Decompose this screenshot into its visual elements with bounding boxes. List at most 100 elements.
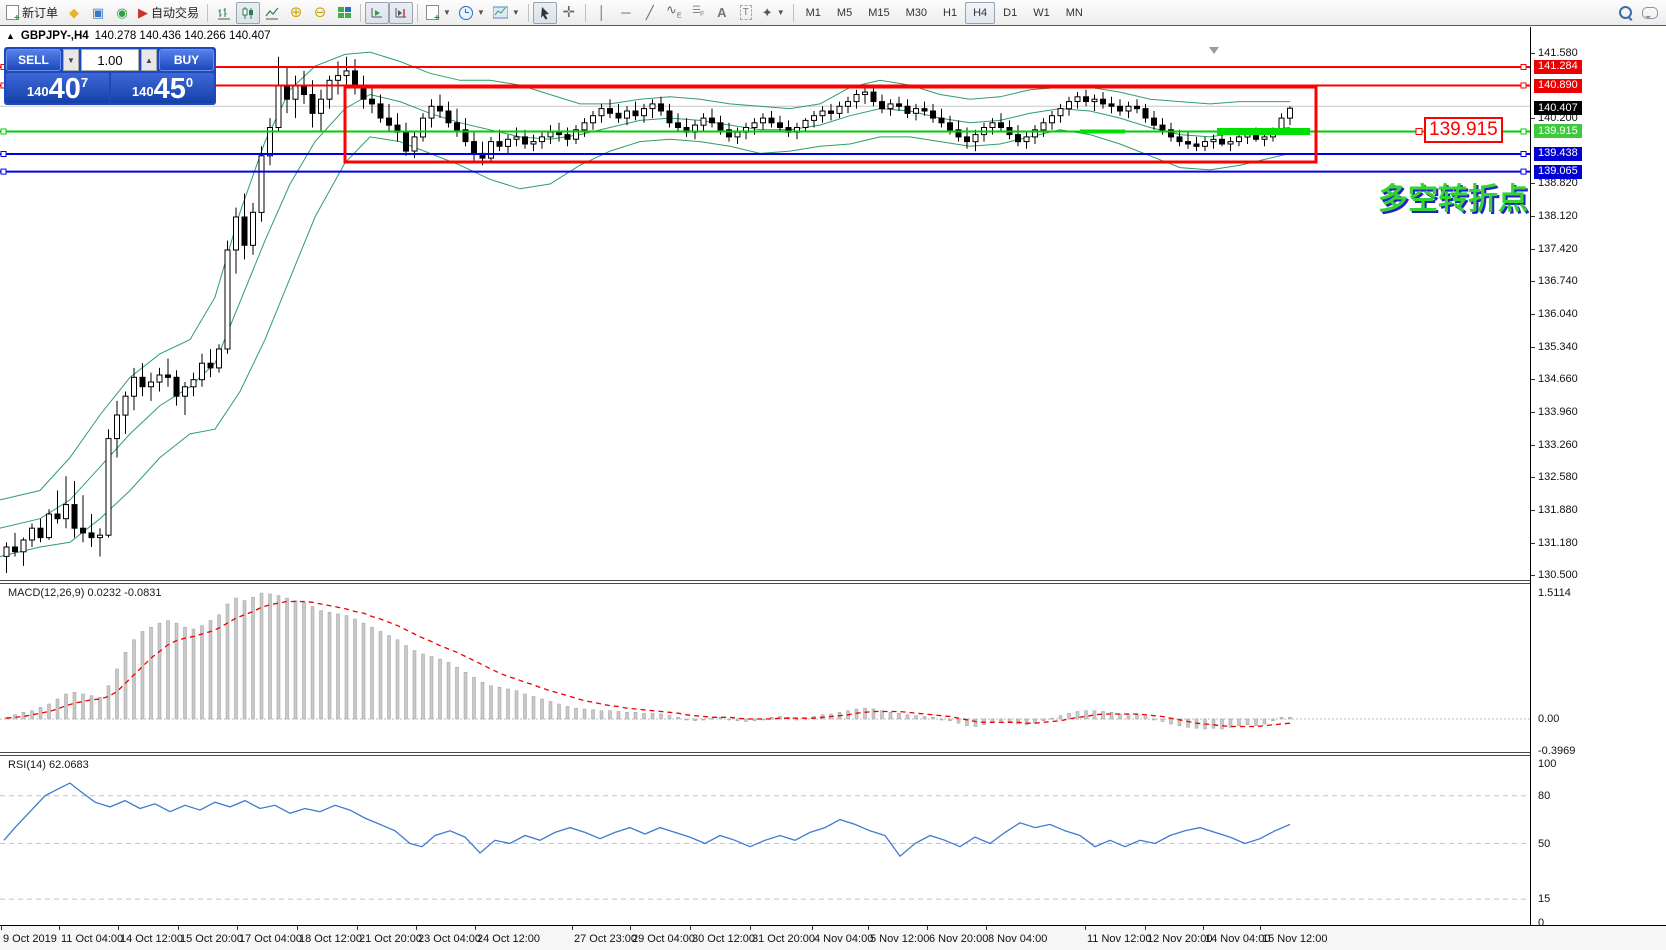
time-tick-label: 6 Nov 20:00	[929, 933, 989, 945]
arrows-tool-button[interactable]: ✦ ▼	[758, 2, 789, 24]
collapse-quote-icon[interactable]: ▲	[6, 31, 15, 41]
time-axis[interactable]: 9 Oct 2019 11 Oct 04:00 14 Oct 12:00 15 Oct…	[0, 925, 1666, 950]
axis-tick-mark	[1531, 216, 1535, 218]
cursor-icon	[540, 6, 549, 19]
pane-separator[interactable]	[0, 580, 1666, 584]
price-tick-label: 135.340	[1538, 341, 1578, 354]
price-tick-label: 138.120	[1538, 210, 1578, 223]
auto-scroll-button[interactable]	[365, 1, 390, 24]
fibonacci-tool-button[interactable]: ☰F	[686, 2, 710, 24]
sell-button[interactable]: SELL	[6, 49, 61, 71]
rsi-pane[interactable]	[0, 756, 1530, 925]
price-axis[interactable]: 141.580 140.200 138.820 138.120 137.420 136.7…	[1530, 27, 1666, 929]
vertical-line-icon: │	[597, 5, 606, 20]
search-icon[interactable]	[1619, 6, 1632, 19]
main-chart-pane[interactable]	[0, 45, 1530, 580]
buy-button[interactable]: BUY	[159, 49, 214, 71]
line-chart-button[interactable]	[260, 2, 284, 24]
toolbar-separator	[360, 3, 362, 22]
horizontal-line-tool-button[interactable]: ─	[614, 2, 638, 24]
new-order-label: 新订单	[22, 6, 59, 20]
sell-price-button[interactable]: 140 40 7	[6, 73, 109, 104]
time-tick-label: 18 Oct 12:00	[299, 933, 362, 945]
cursor-tool-button[interactable]	[532, 1, 557, 24]
chevron-down-icon: ▼	[511, 8, 520, 17]
volume-decrease-button[interactable]: ▼	[63, 49, 79, 71]
price-badge: 139.915	[1534, 124, 1582, 139]
terminal-button[interactable]: ▣	[86, 2, 110, 24]
rsi-label: RSI(14) 62.0683	[8, 759, 89, 771]
new-order-icon: +	[6, 5, 20, 24]
label-tool-button[interactable]: T	[734, 2, 758, 24]
new-order-button[interactable]: + 新订单	[2, 2, 62, 24]
timeframe-D1[interactable]: D1	[1003, 6, 1018, 19]
vertical-line-tool-button[interactable]: │	[590, 2, 614, 24]
fibonacci-icon: ☰F	[692, 5, 704, 18]
timeframe-M1[interactable]: M1	[805, 6, 821, 19]
timeframe-H1[interactable]: H1	[943, 6, 958, 19]
macd-tick-label: -0.3969	[1538, 745, 1576, 757]
timeframe-M5[interactable]: M5	[836, 6, 853, 19]
macd-label: MACD(12,26,9) 0.0232 -0.0831	[8, 587, 162, 599]
timeframe-H4[interactable]: H4	[965, 1, 996, 24]
pane-separator[interactable]	[0, 752, 1666, 756]
pivot-annotation[interactable]: 多空转折点	[1378, 183, 1528, 216]
volume-input[interactable]: 1.00	[81, 49, 139, 71]
signals-icon: ◉	[116, 5, 128, 20]
time-tick-mark	[357, 926, 358, 930]
trendline-tool-button[interactable]: ╱	[638, 2, 662, 24]
zoom-in-button[interactable]: ⊕	[284, 2, 308, 24]
buy-price-sup: 0	[185, 75, 194, 90]
buy-price-button[interactable]: 140 45 0	[111, 73, 214, 105]
channel-tool-button[interactable]: ∿E	[662, 2, 686, 24]
templates-button[interactable]: ▼	[489, 2, 524, 24]
bar-chart-button[interactable]	[212, 2, 236, 24]
axis-tick-mark	[1531, 445, 1535, 447]
text-tool-button[interactable]: A	[710, 2, 734, 24]
time-tick-mark	[475, 926, 476, 930]
add-indicator-button[interactable]: + ▼	[422, 2, 455, 24]
timeframe-W1[interactable]: W1	[1033, 6, 1050, 19]
chart-shift-button[interactable]	[389, 1, 414, 24]
chevron-down-icon: ▼	[443, 8, 451, 17]
autotrading-button[interactable]: ▶ 自动交易	[134, 2, 203, 24]
toolbar-separator	[792, 3, 794, 22]
zoom-in-icon: ⊕	[289, 4, 303, 21]
tile-windows-button[interactable]	[332, 2, 356, 24]
timeframe-bar: M1 M5 M15 M30 H1 H4 D1 W1 MN	[798, 1, 1091, 24]
zoom-out-button[interactable]: ⊖	[308, 2, 332, 24]
timeframe-M30[interactable]: M30	[905, 6, 927, 19]
volume-increase-button[interactable]: ▲	[141, 49, 157, 71]
depth-of-market-button[interactable]: ◆	[62, 2, 86, 24]
crosshair-tool-button[interactable]: ✛	[557, 2, 581, 24]
rsi-tick-label: 50	[1538, 837, 1551, 850]
periods-button[interactable]: ▼	[455, 2, 489, 24]
chat-icon[interactable]	[1642, 6, 1658, 19]
time-tick-mark	[572, 926, 573, 930]
price-tag-label[interactable]: 139.915	[1424, 117, 1503, 144]
time-tick-mark	[297, 926, 298, 930]
time-tick-mark	[237, 926, 238, 930]
macd-pane[interactable]	[0, 584, 1530, 752]
timeframe-M15[interactable]: M15	[868, 6, 890, 19]
axis-tick-mark	[1531, 249, 1535, 251]
arrows-icon: ✦	[761, 5, 773, 20]
text-icon: A	[717, 5, 727, 20]
macd-tick-label: 0.00	[1538, 713, 1560, 725]
time-tick-mark	[690, 926, 691, 930]
horizontal-line-icon: ─	[621, 5, 631, 20]
timeframe-MN[interactable]: MN	[1065, 6, 1083, 19]
buy-price-big: 45	[153, 73, 186, 105]
price-tick-label: 137.420	[1538, 243, 1578, 256]
candlestick-chart-button[interactable]	[236, 1, 261, 24]
price-badge: 140.407	[1534, 101, 1582, 116]
equidistant-channel-icon: ∿E	[666, 1, 682, 20]
signals-button[interactable]: ◉	[110, 2, 134, 24]
chevron-down-icon: ▼	[776, 8, 785, 17]
axis-tick-mark	[1531, 183, 1535, 185]
time-tick-label: 15 Oct 20:00	[180, 933, 243, 945]
price-badge: 139.438	[1534, 146, 1582, 161]
time-tick-label: 8 Nov 04:00	[988, 933, 1048, 945]
price-tick-label: 136.040	[1538, 308, 1578, 321]
time-tick-mark	[986, 926, 987, 930]
